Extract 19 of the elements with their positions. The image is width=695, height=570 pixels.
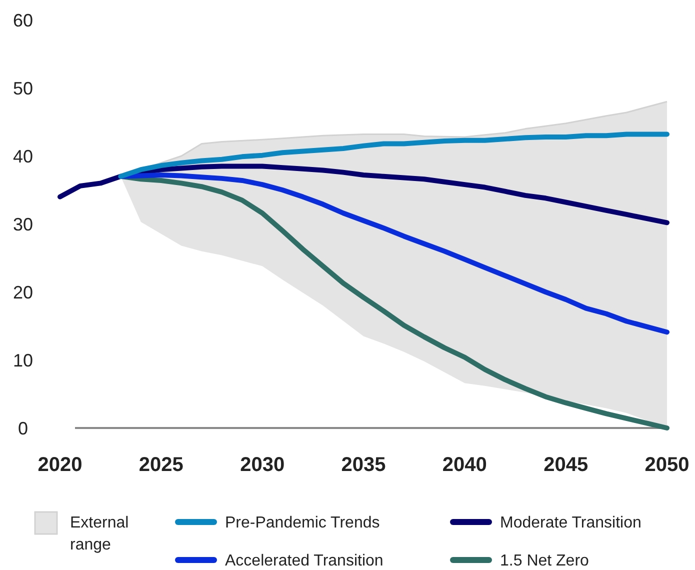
- y-tick-label: 40: [12, 146, 34, 166]
- x-tick-label: 2035: [341, 454, 386, 476]
- x-tick-label: 2020: [38, 454, 82, 476]
- legend-label: Accelerated Transition: [225, 552, 384, 570]
- x-tick-label: 2025: [138, 454, 184, 476]
- y-tick-label: 60: [12, 10, 34, 30]
- legend-label: Moderate Transition: [500, 514, 642, 532]
- y-tick-label: 30: [12, 214, 34, 234]
- y-tick-label: 10: [12, 350, 34, 370]
- legend-label: 1.5 Net Zero: [500, 552, 590, 570]
- legend-label: External range: [70, 514, 129, 554]
- legend-label: Pre-Pandemic Trends: [225, 514, 380, 532]
- x-tick-label: 2045: [544, 454, 588, 476]
- y-tick-label: 50: [12, 78, 34, 98]
- x-tick-label: 2030: [240, 454, 285, 476]
- y-tick-label: 20: [12, 282, 34, 302]
- x-tick-label: 2040: [442, 454, 487, 476]
- y-tick-label: 0: [18, 418, 28, 438]
- x-tick-label: 2050: [644, 454, 690, 476]
